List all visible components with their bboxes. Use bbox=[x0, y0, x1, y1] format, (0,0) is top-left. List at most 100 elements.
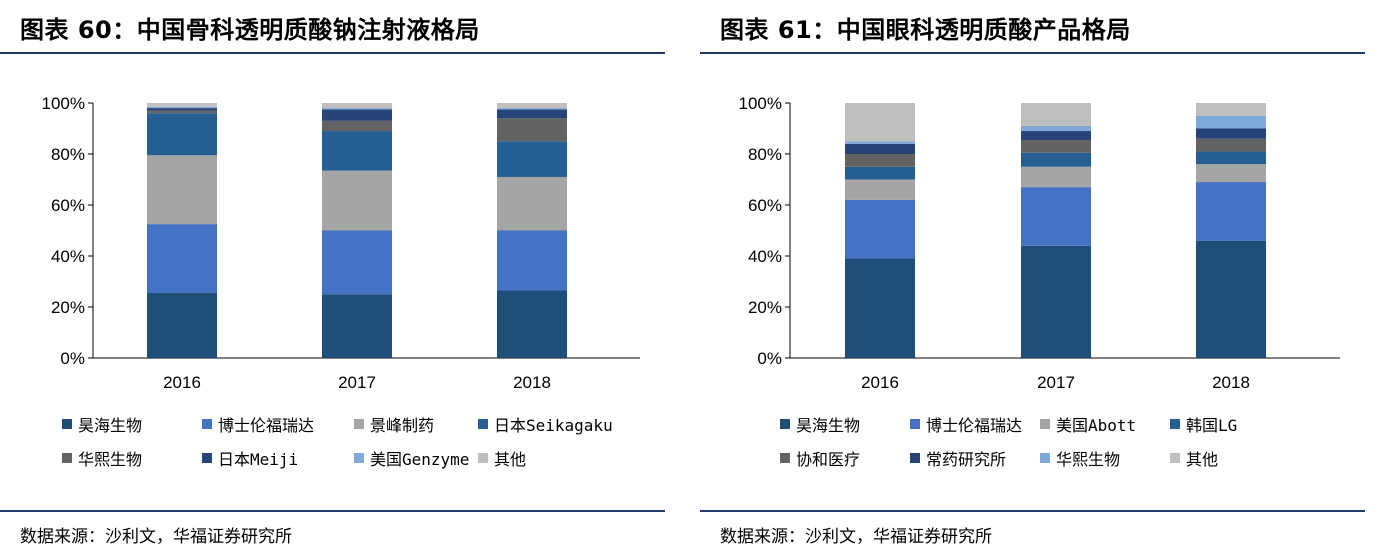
legend-swatch bbox=[354, 453, 364, 463]
bar-segment bbox=[147, 155, 217, 225]
legend-label: 协和医疗 bbox=[796, 450, 861, 469]
bar-segment bbox=[497, 141, 567, 177]
legend-item: 其他 bbox=[478, 446, 526, 470]
bar-segment bbox=[1196, 103, 1266, 116]
legend-swatch bbox=[1040, 419, 1050, 429]
bar-segment bbox=[1021, 166, 1091, 188]
legend-label: 博士伦福瑞达 bbox=[218, 416, 315, 435]
legend-item: 美国Abott bbox=[1040, 412, 1136, 436]
bar-segment bbox=[322, 103, 392, 109]
bar-segment bbox=[497, 109, 567, 119]
x-tick-label: 2016 bbox=[861, 373, 899, 392]
legend-swatch bbox=[910, 419, 920, 429]
bar-segment bbox=[1021, 103, 1091, 126]
bar-segment bbox=[1196, 164, 1266, 183]
legend-label: 博士伦福瑞达 bbox=[926, 416, 1023, 435]
legend-swatch bbox=[478, 419, 488, 429]
legend-item: 其他 bbox=[1170, 446, 1218, 470]
bar-segment bbox=[845, 179, 915, 200]
title-divider bbox=[700, 52, 1365, 54]
legend-label: 常药研究所 bbox=[926, 450, 1007, 469]
legend-swatch bbox=[1040, 453, 1050, 463]
y-tick-label: 0% bbox=[60, 349, 85, 368]
left-panel: 图表 60：中国骨科透明质酸钠注射液格局 0% 20% 40% 60% 80% 100% 2… bbox=[0, 0, 665, 559]
bar-segment bbox=[322, 131, 392, 171]
legend-label: 华熙生物 bbox=[78, 450, 143, 469]
legend-item: 博士伦福瑞达 bbox=[202, 412, 314, 436]
bar-segment bbox=[147, 224, 217, 293]
legend-label: 其他 bbox=[494, 450, 527, 469]
legend-item: 常药研究所 bbox=[910, 446, 1006, 470]
legend-swatch bbox=[1170, 419, 1180, 429]
y-tick-label: 20% bbox=[51, 298, 85, 317]
bar-segment bbox=[147, 292, 217, 358]
bar-segment bbox=[1021, 125, 1091, 132]
y-tick-label: 0% bbox=[757, 349, 782, 368]
legend-swatch bbox=[202, 419, 212, 429]
legend-label: 日本Seikagaku bbox=[494, 416, 613, 435]
legend-item: 日本Meiji bbox=[202, 446, 298, 470]
bar-segment bbox=[147, 103, 217, 107]
legend-swatch bbox=[354, 419, 364, 429]
bar-segment bbox=[1021, 131, 1091, 140]
bar-segment bbox=[147, 106, 217, 109]
bar-segment bbox=[845, 154, 915, 167]
bar-segment bbox=[1196, 128, 1266, 139]
legend-item: 华熙生物 bbox=[1040, 446, 1120, 470]
x-tick-label: 2016 bbox=[163, 373, 201, 392]
bar-segment bbox=[147, 113, 217, 156]
x-tick-label: 2017 bbox=[338, 373, 376, 392]
bar-segment bbox=[1021, 245, 1091, 358]
bar-segment bbox=[845, 103, 915, 142]
legend-item: 博士伦福瑞达 bbox=[910, 412, 1022, 436]
bar-segment bbox=[497, 108, 567, 110]
legend-label: 昊海生物 bbox=[78, 416, 143, 435]
bar-segment bbox=[1196, 115, 1266, 129]
legend-label: 华熙生物 bbox=[1056, 450, 1121, 469]
y-tick-label: 100% bbox=[739, 94, 782, 113]
bar-segment bbox=[1021, 187, 1091, 246]
bar-segment bbox=[845, 166, 915, 180]
legend-swatch bbox=[910, 453, 920, 463]
bar-segment bbox=[1196, 151, 1266, 165]
legend-item: 美国Genzyme bbox=[354, 446, 469, 470]
legend-label: 美国Abott bbox=[1056, 416, 1137, 435]
legend-swatch bbox=[780, 453, 790, 463]
legend-label: 景峰制药 bbox=[370, 416, 435, 435]
bar-segment bbox=[845, 141, 915, 144]
legend-label: 日本Meiji bbox=[218, 450, 299, 469]
legend-swatch bbox=[780, 419, 790, 429]
stacked-bar-chart-orthopedic: 0% 20% 40% 60% 80% 100% 2016 2017 2018 bbox=[42, 94, 640, 392]
y-tick-label: 40% bbox=[51, 247, 85, 266]
legend-item: 日本Seikagaku bbox=[478, 412, 613, 436]
y-tick-label: 80% bbox=[51, 145, 85, 164]
legend-label: 昊海生物 bbox=[796, 416, 861, 435]
source-note: 数据来源：沙利文，华福证券研究所 bbox=[720, 527, 992, 547]
bar-segment bbox=[1196, 138, 1266, 152]
y-tick-label: 20% bbox=[748, 298, 782, 317]
legend-item: 华熙生物 bbox=[62, 446, 142, 470]
bar-segment bbox=[322, 294, 392, 358]
bar-segment bbox=[322, 108, 392, 110]
x-tick-label: 2018 bbox=[513, 373, 551, 392]
bar-segment bbox=[1021, 139, 1091, 153]
stacked-bar-chart-ophthalmic: 0% 20% 40% 60% 80% 100% 2016 2017 2018 bbox=[739, 94, 1340, 392]
legend-label: 美国Genzyme bbox=[370, 450, 470, 469]
legend-item: 昊海生物 bbox=[62, 412, 142, 436]
bar-segment bbox=[322, 170, 392, 231]
bar-segment bbox=[322, 109, 392, 121]
x-tick-label: 2018 bbox=[1212, 373, 1250, 392]
bar-segment bbox=[497, 103, 567, 109]
legend-swatch bbox=[62, 419, 72, 429]
bar-segment bbox=[1196, 240, 1266, 358]
legend-item: 景峰制药 bbox=[354, 412, 434, 436]
title-divider bbox=[0, 52, 665, 54]
legend-swatch bbox=[62, 453, 72, 463]
footer-divider bbox=[700, 510, 1365, 512]
bar-segment bbox=[1021, 152, 1091, 167]
footer-divider bbox=[0, 510, 665, 512]
bar-segment bbox=[322, 230, 392, 295]
legend-item: 昊海生物 bbox=[780, 412, 860, 436]
bar-segment bbox=[845, 199, 915, 259]
chart-title: 图表 61：中国眼科透明质酸产品格局 bbox=[720, 16, 1131, 44]
